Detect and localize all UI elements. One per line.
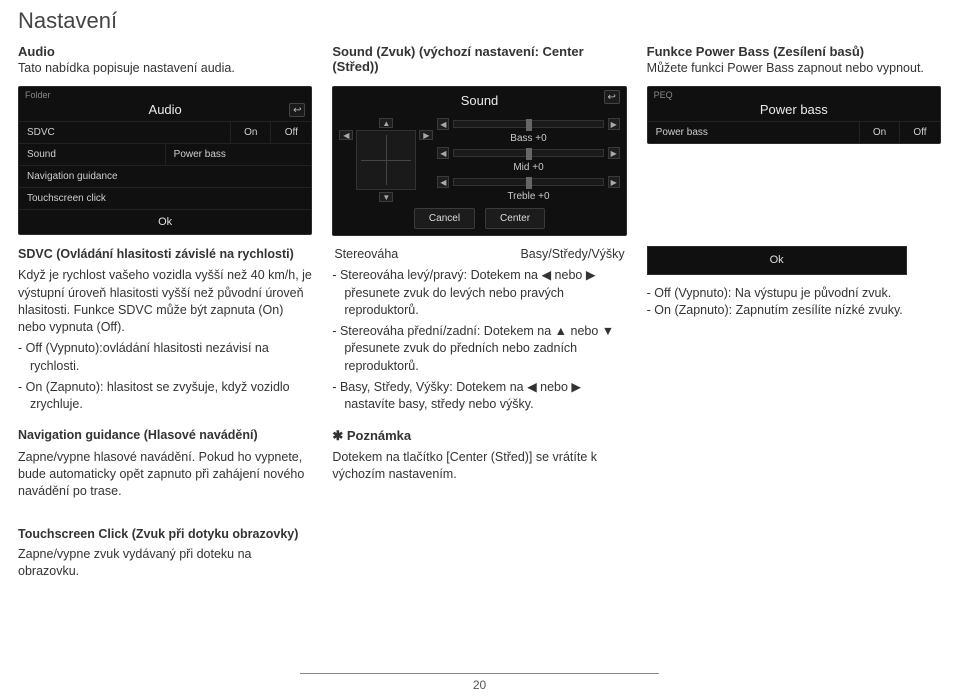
footer-rule — [300, 673, 659, 674]
right-li: - Off (Vypnuto): Na výstupu je původní z… — [647, 285, 941, 302]
audio-row-label[interactable]: Navigation guidance — [19, 166, 311, 187]
pb-row-off[interactable]: Off — [900, 122, 940, 143]
slider-bass: ◀ ▶ — [437, 118, 619, 130]
panel-audio-crumb: Folder — [19, 87, 311, 100]
panel-powerbass: PEQ Power bass Power bass On Off — [647, 86, 941, 144]
tsclick-heading: Touchscreen Click (Zvuk při dotyku obraz… — [18, 526, 302, 543]
body-bottom: Touchscreen Click (Zvuk při dotyku obraz… — [0, 504, 320, 580]
slider-mid: ◀ ▶ — [437, 147, 619, 159]
stereo-right-label: Basy/Středy/Výšky — [520, 246, 624, 263]
mid-li: - Stereováha přední/zadní: Dotekem na ▲ … — [332, 323, 626, 375]
balance-pad: ▲ ◀ ▶ ▼ — [339, 118, 433, 202]
navguide-text: Zapne/vypne hlasové navádění. Pokud ho v… — [18, 449, 312, 501]
slider-label: Mid +0 — [437, 162, 619, 173]
audio-row-label[interactable]: Sound — [19, 144, 166, 165]
slider-track[interactable] — [453, 178, 603, 186]
audio-row-off[interactable]: Off — [271, 122, 311, 143]
audio-row-on[interactable]: On — [231, 122, 271, 143]
panel-sound: Sound ↩ ▲ ◀ ▶ ▼ ◀ ▶ — [332, 86, 626, 236]
audio-row-label[interactable]: Touchscreen click — [19, 188, 311, 209]
slider-knob[interactable] — [526, 177, 532, 189]
audio-row-label[interactable]: SDVC — [19, 122, 231, 143]
sound-heading: Sound (Zvuk) (výchozí nastavení: Center … — [332, 44, 626, 74]
slider-label: Treble +0 — [437, 191, 619, 202]
arrow-right-icon[interactable]: ▶ — [608, 147, 620, 159]
arrow-down-icon[interactable]: ▼ — [379, 192, 393, 202]
slider-label: Bass +0 — [437, 133, 619, 144]
panel-pb-title: Power bass — [760, 102, 828, 117]
mid-li: - Basy, Středy, Výšky: Dotekem na ◀ nebo… — [332, 379, 626, 414]
stereo-left-label: Stereováha — [334, 246, 398, 263]
back-icon[interactable]: ↩ — [604, 90, 620, 104]
cancel-button[interactable]: Cancel — [414, 208, 475, 229]
powerbass-sub: Můžete funkci Power Bass zapnout nebo vy… — [647, 61, 941, 75]
arrow-right-icon[interactable]: ▶ — [419, 130, 433, 140]
arrow-left-icon[interactable]: ◀ — [437, 176, 449, 188]
right-li: - On (Zapnuto): Zapnutím zesílíte nízké … — [647, 302, 941, 319]
arrow-left-icon[interactable]: ◀ — [339, 130, 353, 140]
col-audio: Audio Tato nabídka popisuje nastavení au… — [18, 44, 312, 236]
panel-pb-crumb: PEQ — [648, 87, 940, 100]
ok-button[interactable]: Ok — [647, 246, 907, 275]
tsclick-text: Zapne/vypne zvuk vydávaný při doteku na … — [18, 546, 302, 581]
col-powerbass: Funkce Power Bass (Zesílení basů) Můžete… — [647, 44, 941, 236]
arrow-left-icon[interactable]: ◀ — [437, 118, 449, 130]
slider-track[interactable] — [453, 120, 603, 128]
panel-sound-title: Sound — [461, 93, 499, 108]
note-text: Dotekem na tlačítko [Center (Střed)] se … — [332, 449, 626, 484]
body-mid: Stereováha Basy/Středy/Výšky - Stereováh… — [332, 246, 626, 504]
back-icon[interactable]: ↩ — [289, 103, 305, 117]
pb-row-on[interactable]: On — [860, 122, 900, 143]
sdvc-li: - Off (Vypnuto):ovládání hlasitosti nezá… — [18, 340, 312, 375]
ok-button[interactable]: Ok — [19, 209, 311, 234]
audio-sub: Tato nabídka popisuje nastavení audia. — [18, 61, 312, 75]
slider-treble: ◀ ▶ — [437, 176, 619, 188]
powerbass-heading: Funkce Power Bass (Zesílení basů) — [647, 44, 941, 59]
audio-row-val[interactable]: Power bass — [166, 144, 312, 165]
arrow-left-icon[interactable]: ◀ — [437, 147, 449, 159]
col-sound: Sound (Zvuk) (výchozí nastavení: Center … — [332, 44, 626, 236]
panel-audio: Folder Audio ↩ SDVCOnOff SoundPower bass… — [18, 86, 312, 235]
arrow-right-icon[interactable]: ▶ — [608, 176, 620, 188]
panel-audio-title: Audio — [149, 102, 182, 117]
page-number: 20 — [0, 678, 959, 692]
note-heading: ✱ Poznámka — [332, 427, 626, 445]
slider-knob[interactable] — [526, 148, 532, 160]
arrow-right-icon[interactable]: ▶ — [608, 118, 620, 130]
body-left: SDVC (Ovládání hlasitosti závislé na ryc… — [18, 246, 312, 504]
body-right: Ok - Off (Vypnuto): Na výstupu je původn… — [647, 246, 941, 504]
pb-row-label[interactable]: Power bass — [648, 122, 860, 143]
mid-li: - Stereováha levý/pravý: Dotekem na ◀ ne… — [332, 267, 626, 319]
balance-cross[interactable] — [356, 130, 416, 190]
audio-heading: Audio — [18, 44, 312, 59]
sdvc-li: - On (Zapnuto): hlasitost se zvyšuje, kd… — [18, 379, 312, 414]
sdvc-heading: SDVC (Ovládání hlasitosti závislé na ryc… — [18, 246, 312, 263]
arrow-up-icon[interactable]: ▲ — [379, 118, 393, 128]
slider-track[interactable] — [453, 149, 603, 157]
page-title: Nastavení — [0, 0, 959, 40]
navguide-heading: Navigation guidance (Hlasové navádění) — [18, 427, 312, 444]
slider-knob[interactable] — [526, 119, 532, 131]
center-button[interactable]: Center — [485, 208, 545, 229]
sdvc-text: Když je rychlost vašeho vozidla vyšší ne… — [18, 267, 312, 336]
